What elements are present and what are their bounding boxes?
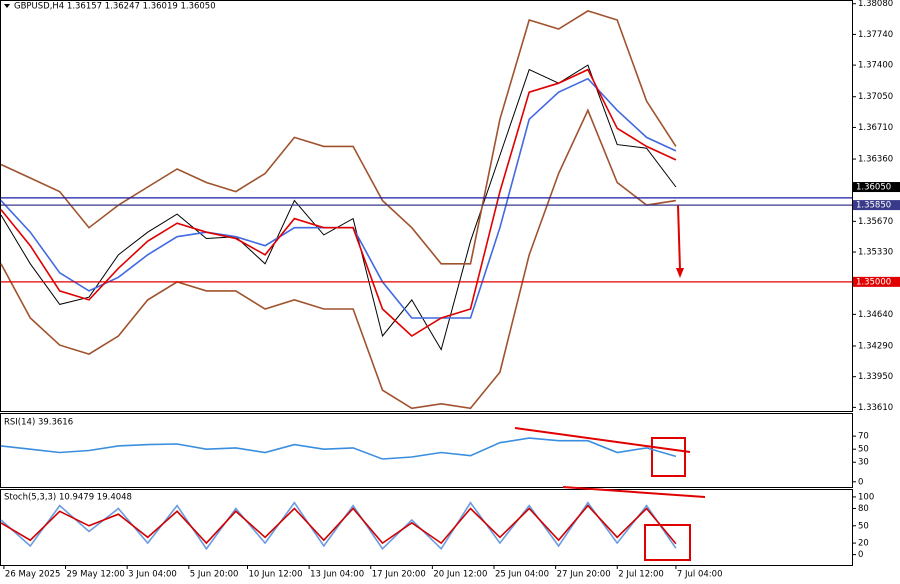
x-tick-label: 13 Jun 04:00 [310,570,364,580]
rsi-highlight-box [651,437,686,477]
arrow-shaft [677,204,681,271]
y-tick-label: 100 [858,492,874,502]
x-tick-label: 25 Jun 04:00 [495,570,549,580]
y-tick-label: 1.35670 [858,217,893,227]
y-tick-label: 1.38080 [858,0,893,9]
y-tick-label: 80 [858,504,869,514]
y-tick-label: 1.36360 [858,155,893,165]
x-tick-label: 10 Jun 12:00 [248,570,302,580]
y-tick-label: 50 [858,521,869,531]
y-tick-label: 1.37400 [858,61,893,71]
y-tick-label: 1.34290 [858,341,893,351]
x-tick-label: 29 May 12:00 [67,570,125,580]
chart-title: GBPUSD,H4 1.36157 1.36247 1.36019 1.3605… [14,2,216,12]
x-tick-label: 3 Jun 04:00 [128,570,177,580]
y-tick-label: 70 [858,432,869,442]
series-line [0,68,677,337]
level-label: 1.35000 [856,277,891,287]
series-line [0,501,677,551]
stoch-title: Stoch(5,3,3) 10.9479 19.4048 [4,493,132,503]
series-line [0,504,677,545]
x-tick-label: 17 Jun 20:00 [372,570,426,580]
rsi-trend-line [514,427,691,453]
x-tick-label: 7 Jul 04:00 [677,570,723,580]
series-line [0,437,677,460]
rsi-panel-frame [0,413,853,488]
y-tick-label: 0 [858,477,863,487]
x-tick-label: 27 Jun 20:00 [557,570,611,580]
price-label: 1.36050 [856,183,891,193]
x-tick-label: 20 Jun 12:00 [433,570,487,580]
symbol-icon [4,4,10,8]
level-label-box [853,276,900,287]
x-tick-label: 26 May 2025 [5,570,60,580]
level-label-box [853,200,900,211]
level-label: 1.35850 [856,201,891,211]
arrow-head [676,268,684,278]
y-tick-label: 1.37050 [858,92,893,102]
y-tick-label: 1.35330 [858,248,893,258]
x-tick-label: 5 Jun 20:00 [190,570,239,580]
rsi-title: RSI(14) 39.3616 [4,418,73,428]
y-tick-label: 1.33950 [858,372,893,382]
stoch-trend-line [562,486,706,498]
series-line [0,108,677,410]
y-tick-label: 1.34640 [858,310,893,320]
main-panel-frame [0,0,853,412]
price-label-box [853,182,900,193]
y-tick-label: 1.37740 [858,30,893,40]
y-tick-label: 0 [858,550,863,560]
stoch-highlight-box [644,524,691,561]
series-line [0,10,677,265]
x-tick-label: 2 Jul 12:00 [618,570,664,580]
stoch-panel-frame [0,489,853,566]
y-tick-label: 50 [858,445,869,455]
y-tick-label: 20 [858,539,869,549]
y-tick-label: 1.36710 [858,123,893,133]
y-tick-label: 1.33610 [858,403,893,413]
y-tick-label: 30 [858,458,869,468]
